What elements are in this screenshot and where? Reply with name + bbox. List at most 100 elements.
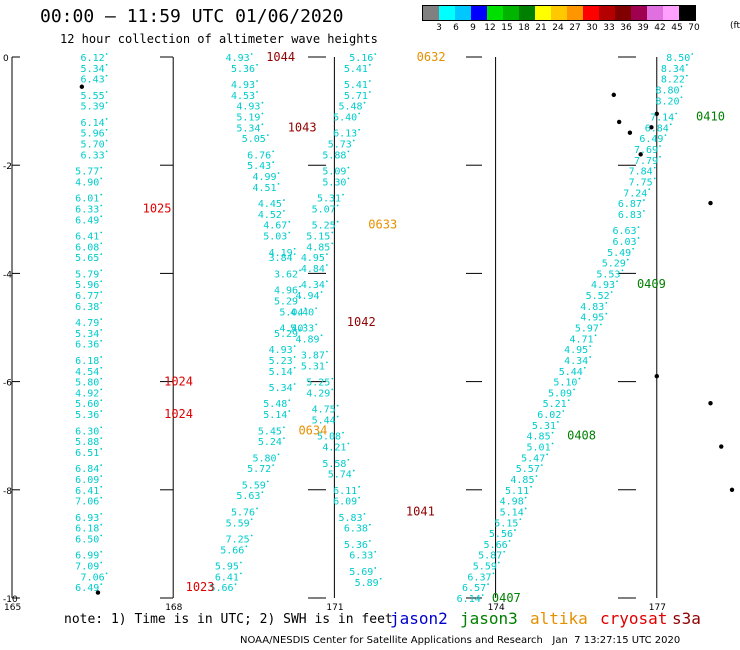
track-point bbox=[283, 437, 285, 440]
wave-height-label: 8.22 bbox=[661, 75, 685, 86]
island bbox=[638, 152, 643, 157]
wave-height-label: 5.16 bbox=[349, 53, 373, 64]
x-tick-label: 174 bbox=[488, 603, 505, 613]
wave-height-label: 5.09 bbox=[548, 388, 572, 399]
island bbox=[611, 92, 616, 98]
wave-height-label: 6.63 bbox=[612, 226, 636, 237]
track-point bbox=[336, 220, 339, 223]
wave-height-label: 8.20 bbox=[655, 96, 679, 107]
wave-height-label: 5.07 bbox=[312, 204, 336, 215]
wave-height-label: 5.34 bbox=[236, 123, 260, 134]
wave-height-label: 5.89 bbox=[355, 578, 379, 589]
track-point bbox=[691, 53, 694, 55]
track-point bbox=[664, 134, 667, 137]
track-point bbox=[320, 291, 323, 293]
wave-height-label: 4.53 bbox=[231, 91, 255, 102]
track-point bbox=[100, 534, 103, 537]
track-point bbox=[315, 307, 318, 310]
wave-height-label: 6.36 bbox=[75, 340, 99, 351]
track-point bbox=[100, 496, 103, 499]
track-point bbox=[535, 475, 538, 477]
wave-height-label: 5.11 bbox=[505, 486, 529, 497]
track-point bbox=[621, 269, 624, 272]
legend-swatch bbox=[567, 6, 583, 20]
island bbox=[654, 373, 659, 379]
track-point bbox=[240, 572, 242, 575]
legend-unit: (ft) bbox=[730, 21, 740, 31]
wave-height-label: 5.36 bbox=[75, 410, 99, 421]
wave-height-label: 5.96 bbox=[75, 280, 99, 291]
wave-height-label: 4.93 bbox=[591, 280, 615, 291]
legend-swatch bbox=[439, 6, 455, 20]
track-point bbox=[100, 269, 103, 272]
wave-height-label: 5.97 bbox=[575, 324, 599, 335]
wave-height-label: 7.69 bbox=[634, 145, 658, 156]
track-point bbox=[105, 74, 108, 77]
wave-height-label: 4.95 bbox=[564, 345, 588, 356]
wave-height-label: 6.13 bbox=[333, 129, 357, 140]
track-point bbox=[293, 366, 296, 369]
legend-swatch bbox=[535, 6, 551, 20]
wave-height-label: 5.39 bbox=[81, 102, 105, 113]
track-point bbox=[100, 193, 103, 196]
legend-swatch bbox=[423, 6, 439, 20]
track-point bbox=[347, 458, 350, 461]
track-point bbox=[347, 150, 350, 153]
island bbox=[627, 130, 633, 135]
track-point bbox=[616, 280, 618, 283]
track-point bbox=[643, 199, 645, 201]
track-point bbox=[100, 204, 103, 207]
wave-height-label: 5.57 bbox=[516, 464, 540, 475]
wave-height-label: 4.34 bbox=[564, 356, 588, 367]
track-point bbox=[530, 485, 532, 488]
legend-swatch bbox=[487, 6, 503, 20]
wave-height-label: 4.85 bbox=[527, 432, 551, 443]
track-point bbox=[293, 253, 296, 256]
track-point bbox=[605, 301, 608, 304]
track-point bbox=[567, 399, 570, 402]
wave-height-label: 5.44 bbox=[559, 367, 583, 378]
track-point bbox=[347, 166, 350, 169]
wave-height-label: 6.09 bbox=[333, 497, 357, 508]
track-point bbox=[234, 583, 237, 586]
track-point bbox=[100, 366, 103, 369]
legend-swatch bbox=[519, 6, 535, 20]
wave-height-label: 5.31 bbox=[532, 421, 556, 432]
legend-swatch bbox=[455, 6, 471, 20]
wave-height-label: 6.18 bbox=[75, 524, 99, 535]
wave-height-label: 5.47 bbox=[521, 453, 545, 464]
wave-height-label: 5.59 bbox=[226, 518, 250, 529]
track-point bbox=[266, 134, 269, 137]
time-label: 1043 bbox=[288, 120, 317, 134]
wave-height-label: 5.48 bbox=[263, 399, 287, 410]
wave-height-label: 6.33 bbox=[75, 204, 99, 215]
track-point bbox=[374, 53, 377, 55]
x-tick-label: 177 bbox=[649, 603, 666, 613]
legend-label: 36 bbox=[620, 23, 632, 33]
track-point bbox=[336, 204, 339, 207]
x-tick-label: 171 bbox=[326, 603, 343, 613]
track-point bbox=[352, 139, 355, 142]
track-point bbox=[105, 90, 108, 93]
track-point bbox=[272, 464, 275, 467]
track-point bbox=[519, 518, 522, 521]
track-point bbox=[358, 128, 361, 131]
track-point bbox=[524, 496, 527, 499]
track-point bbox=[261, 112, 264, 115]
wave-height-label: 5.01 bbox=[527, 443, 551, 454]
y-tick-label: -4 bbox=[3, 270, 12, 280]
track-point bbox=[562, 410, 565, 412]
wave-height-label: 5.15 bbox=[306, 232, 330, 243]
track-point bbox=[100, 177, 103, 180]
track-point bbox=[105, 572, 108, 575]
track-point bbox=[100, 301, 103, 304]
track-point bbox=[610, 291, 613, 293]
track-point bbox=[659, 155, 661, 158]
track-point bbox=[514, 529, 516, 531]
wave-height-label: 6.08 bbox=[75, 242, 99, 253]
track-point bbox=[288, 399, 291, 402]
wave-height-label: 5.03 bbox=[263, 232, 287, 243]
track-point bbox=[643, 209, 645, 212]
island bbox=[79, 84, 85, 89]
